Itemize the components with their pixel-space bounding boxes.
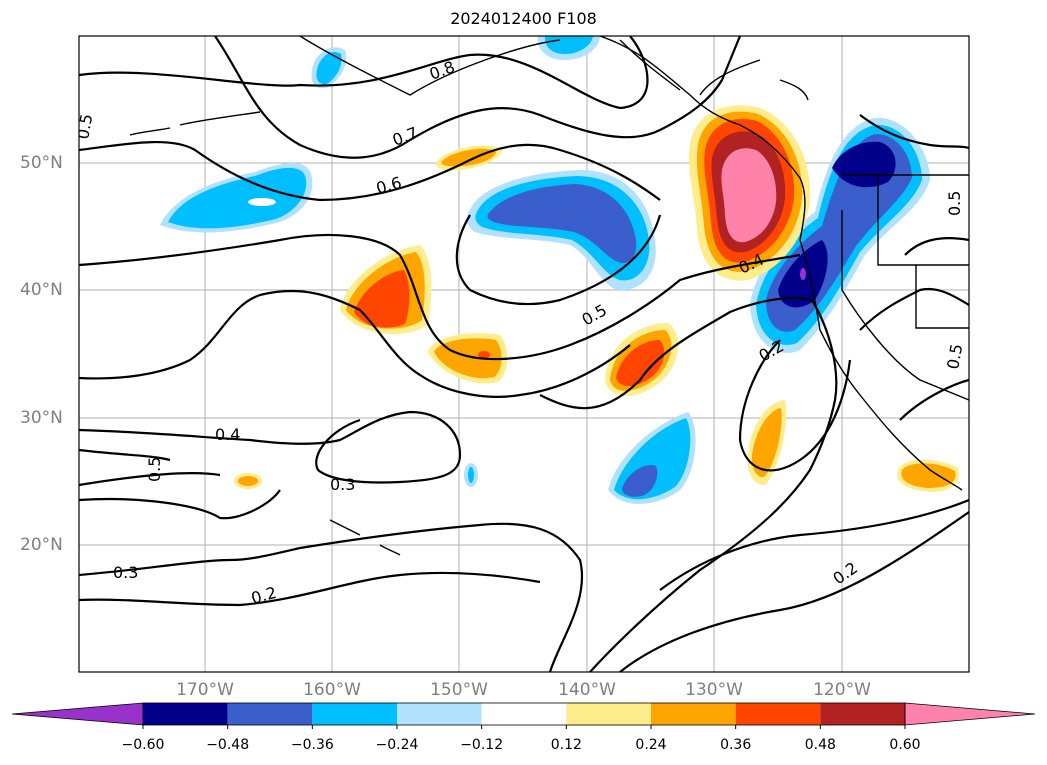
contour-label: 0.4 [215,425,240,444]
colorbar-tick-label: −0.36 [290,737,334,753]
filled-anomalies [160,36,960,504]
colorbar-tick-label: 0.48 [804,737,836,753]
lon-label-120w: 120°W [813,680,871,700]
lat-label-40n: 40°N [20,280,63,300]
colorbar-segment [397,703,482,725]
contour-label: 0.6 [374,173,404,198]
positive-anomaly-blob [234,473,262,489]
negative-anomaly-blob [750,117,930,353]
contour-label: 0.7 [390,123,420,150]
gridlines [79,36,969,672]
positive-anomaly-blob [747,400,787,486]
colorbar-segment [735,703,821,725]
colorbar-segment [312,703,397,725]
positive-anomaly-blob [897,459,960,492]
negative-anomaly-blob [608,412,696,504]
contour-label: 0.8 [427,57,457,84]
colorbar-tick-label: −0.12 [460,737,504,753]
colorbar-tick-label: 0.24 [635,737,667,753]
colorbar-tick-label: 0.60 [889,737,921,753]
lat-label-30n: 30°N [20,408,63,428]
lat-label-20n: 20°N [20,535,63,555]
contour-label: 0.2 [249,583,279,608]
colorbar-tick-label: 0.36 [720,737,752,753]
contour-label: 0.5 [945,191,964,216]
colorbar-tick-label: 0.12 [550,737,582,753]
lon-label-150w: 150°W [430,680,488,700]
contour-label: 0.5 [73,112,96,140]
coastlines [129,36,969,556]
colorbar-extend-max [904,702,1036,726]
contour-label: 0.5 [145,457,164,482]
colorbar-tick-label: −0.48 [206,737,250,753]
map-title: 2024012400 F108 [450,9,597,28]
positive-anomaly-blob [428,333,508,384]
negative-anomaly-blob [537,36,600,60]
colorbar-frame [142,702,906,726]
lon-label-160w: 160°W [303,680,361,700]
contour-label: 0.5 [579,300,611,329]
colorbar-segment [820,703,905,725]
lon-label-170w: 170°W [176,680,234,700]
contour-label: 0.5 [943,342,966,370]
contour-label: 0.3 [330,475,355,494]
negative-anomaly-blob [160,162,313,233]
positive-anomaly-blob [340,245,432,335]
contour-label: 0.3 [113,563,138,582]
colorbar-tick-label: −0.24 [375,737,419,753]
lon-label-140w: 140°W [558,680,616,700]
colorbar-segment [227,703,313,725]
positive-anomaly-blob [688,105,811,281]
colorbar-segment [566,703,651,725]
lon-label-130w: 130°W [685,680,743,700]
colorbar-segment [143,703,228,725]
colorbar-extend-min [11,702,144,726]
colorbar-segment [481,703,567,725]
positive-anomaly-blob [605,322,679,397]
colorbar-tick-label: −0.60 [121,737,165,753]
contour-lines [79,36,969,672]
map-frame [78,35,970,673]
colorbar [11,702,1036,729]
lat-label-50n: 50°N [20,153,63,173]
negative-anomaly-blob [464,463,478,487]
negative-anomaly-blob [466,170,656,291]
positive-anomaly-blob [436,145,502,171]
colorbar-segment [651,703,736,725]
